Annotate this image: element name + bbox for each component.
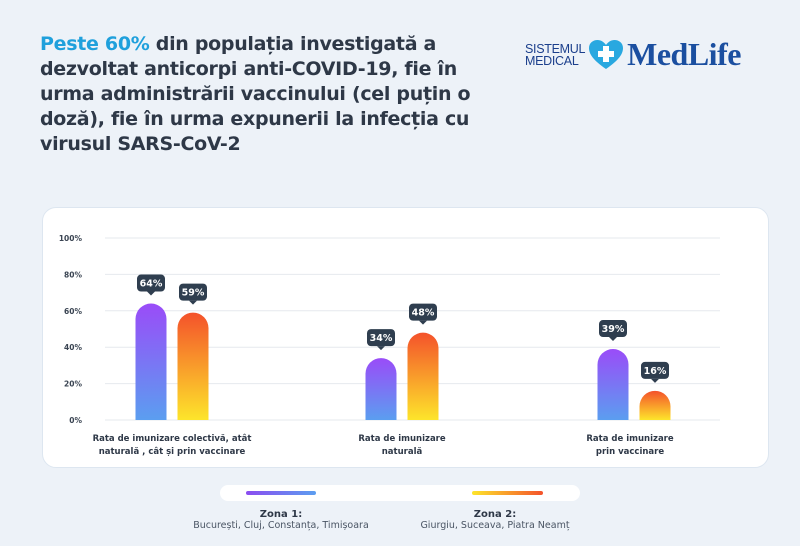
bar (407, 332, 439, 420)
legend-zona-2: Zona 2: Giurgiu, Suceava, Piatra Neamț (385, 509, 605, 531)
value-label-pointer (189, 300, 197, 305)
value-label-bubble (641, 361, 669, 379)
category-label: Rata de imunizare (358, 434, 446, 444)
medlife-logo: SISTEMUL MEDICAL MedLife (525, 36, 741, 73)
value-label-bubble (409, 303, 437, 321)
legend (220, 485, 580, 501)
value-label: 48% (412, 308, 435, 319)
legend-zona-2-name: Zona 2: (473, 509, 517, 520)
legend-zona-1-name: Zona 1: (259, 509, 303, 520)
value-label: 64% (140, 279, 163, 290)
value-label-bubble (137, 274, 165, 292)
value-label-bubble (367, 329, 395, 347)
y-tick-label: 0% (69, 416, 82, 425)
value-label-pointer (419, 320, 427, 325)
logo-brand: MedLife (627, 36, 741, 72)
bar (639, 390, 671, 420)
value-label-bubble (599, 320, 627, 338)
bar (365, 358, 397, 420)
y-tick-label: 20% (64, 380, 82, 389)
headline-text: din populația investigată a dezvoltat an… (40, 33, 471, 155)
value-label-pointer (377, 346, 385, 351)
value-label-pointer (147, 291, 155, 296)
category-label: naturală , cât și prin vaccinare (99, 447, 246, 457)
bar (597, 349, 629, 420)
legend-swatch-zona-2 (472, 491, 543, 495)
value-label: 16% (644, 366, 667, 377)
y-tick-label: 100% (59, 234, 83, 243)
y-tick-label: 80% (64, 270, 82, 279)
category-label: prin vaccinare (596, 447, 664, 457)
logo-subtitle: SISTEMUL MEDICAL (525, 41, 586, 68)
y-tick-label: 40% (64, 343, 82, 352)
category-label: naturală (382, 447, 423, 457)
value-label: 59% (182, 288, 205, 299)
value-label: 39% (602, 324, 625, 335)
value-label: 34% (370, 333, 393, 344)
legend-zona-1: Zona 1: București, Cluj, Constanța, Timiș… (171, 509, 391, 531)
legend-swatch-zona-1 (246, 491, 316, 495)
legend-zona-2-cities: Giurgiu, Suceava, Piatra Neamț (420, 520, 570, 531)
headline: Peste 60% din populația investigată a de… (40, 32, 510, 157)
category-label: Rata de imunizare colectivă, atât (93, 434, 252, 444)
value-label-pointer (609, 337, 617, 342)
bar (135, 303, 167, 420)
heart-cross-icon (589, 39, 624, 69)
y-tick-label: 60% (64, 307, 82, 316)
legend-zona-1-cities: București, Cluj, Constanța, Timișoara (193, 520, 369, 531)
value-label-bubble (179, 283, 207, 301)
bar (177, 312, 209, 420)
value-label-pointer (651, 378, 659, 383)
category-label: Rata de imunizare (586, 434, 674, 444)
headline-highlight: Peste 60% (40, 33, 150, 55)
